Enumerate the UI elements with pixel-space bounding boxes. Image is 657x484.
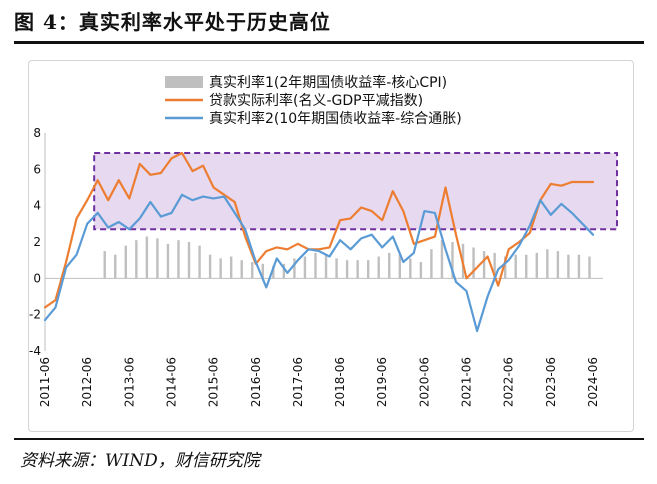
bar-real-rate-1 [440, 240, 444, 279]
y-tick-label: 6 [33, 162, 41, 176]
x-tick-label: 2024-06 [586, 357, 600, 407]
bar-real-rate-1 [577, 254, 581, 279]
x-tick-label: 2016-06 [249, 357, 263, 407]
bar-real-rate-1 [187, 242, 191, 279]
bar-real-rate-1 [135, 240, 138, 279]
x-tick-label: 2017-06 [291, 357, 305, 407]
bar-real-rate-1 [398, 254, 401, 279]
x-tick-label: 2013-06 [122, 357, 136, 407]
x-tick-label: 2022-06 [502, 357, 516, 407]
x-tick-label: 2012-06 [80, 357, 94, 407]
bar-real-rate-1 [356, 260, 359, 279]
title-rule [14, 41, 644, 44]
bar-real-rate-1 [388, 252, 391, 279]
bar-real-rate-1 [177, 240, 180, 279]
y-tick-label: -2 [29, 308, 41, 322]
source-note: 资料来源：WIND，财信研究院 [20, 451, 260, 471]
y-tick-label: -4 [29, 344, 41, 358]
x-tick-label: 2023-06 [544, 357, 558, 407]
bar-real-rate-1 [514, 254, 517, 279]
bar-real-rate-1 [419, 261, 423, 279]
bar-real-rate-1 [556, 251, 560, 279]
highlight-box [93, 151, 618, 231]
figure-title: 图 4：真实利率水平处于历史高位 [14, 10, 331, 34]
bar-real-rate-1 [409, 258, 412, 279]
y-tick-label: 8 [33, 126, 41, 140]
bar-real-rate-1 [282, 263, 286, 279]
bar-real-rate-1 [546, 249, 549, 279]
bar-real-rate-1 [156, 238, 159, 279]
bar-real-rate-1 [145, 236, 149, 279]
bar-real-rate-1 [103, 251, 106, 279]
legend-label: 贷款实际利率(名义-GDP平减指数) [209, 92, 423, 109]
bar-real-rate-1 [314, 252, 317, 279]
bar-real-rate-1 [166, 243, 170, 279]
y-tick-label: 0 [33, 271, 41, 285]
bar-real-rate-1 [229, 256, 233, 279]
x-tick-label: 2020-06 [417, 357, 431, 407]
bar-real-rate-1 [335, 258, 338, 279]
bar-real-rate-1 [303, 256, 307, 279]
bar-real-rate-1 [261, 263, 264, 279]
source-rule [14, 438, 644, 440]
bar-real-rate-1 [482, 251, 486, 279]
bar-real-rate-1 [324, 254, 328, 279]
bar-real-rate-1 [345, 260, 349, 279]
legend-label: 真实利率1(2年期国债收益率-核心CPI) [209, 74, 447, 91]
y-tick-label: 4 [33, 199, 41, 213]
bar-real-rate-1 [251, 261, 254, 279]
x-tick-label: 2018-06 [333, 357, 347, 407]
x-tick-label: 2015-06 [207, 357, 221, 407]
x-tick-label: 2014-06 [164, 357, 178, 407]
bar-real-rate-1 [208, 254, 212, 279]
bar-real-rate-1 [293, 258, 296, 279]
line-loan-real-rate [43, 151, 595, 309]
x-tick-label: 2011-06 [38, 357, 52, 407]
bar-real-rate-1 [430, 249, 433, 279]
line-real-rate-2 [43, 193, 595, 333]
bar-real-rate-1 [567, 254, 570, 279]
bar-real-rate-1 [366, 260, 370, 279]
bar-real-rate-1 [493, 252, 496, 279]
legend-label: 真实利率2(10年期国债收益率-综合通胀) [209, 110, 462, 127]
y-tick-label: 2 [33, 235, 41, 249]
bar-real-rate-1 [377, 256, 380, 279]
chart-frame: -4 -2 0 2 4 6 8 2011-06 2012-06 2013-06 2014-06 201… [28, 60, 634, 432]
bar-real-rate-1 [535, 252, 538, 279]
bar-real-rate-1 [240, 260, 243, 279]
bar-real-rate-1 [525, 254, 528, 279]
bar-real-rate-1 [219, 258, 222, 279]
x-tick-label: 2021-06 [460, 357, 474, 407]
x-tick-label: 2019-06 [375, 357, 389, 407]
legend-swatch-bar [165, 76, 203, 88]
bar-real-rate-1 [451, 242, 454, 279]
bar-real-rate-1 [198, 245, 201, 279]
bar-real-rate-1 [124, 245, 127, 279]
bar-real-rate-1 [588, 256, 591, 279]
chart-svg: -4 -2 0 2 4 6 8 2011-06 2012-06 2013-06 2014-06 201… [29, 74, 618, 407]
bar-real-rate-1 [272, 265, 275, 279]
bar-real-rate-1 [472, 247, 475, 279]
bar-real-rate-1 [114, 254, 117, 279]
bar-real-rate-1 [503, 256, 507, 279]
